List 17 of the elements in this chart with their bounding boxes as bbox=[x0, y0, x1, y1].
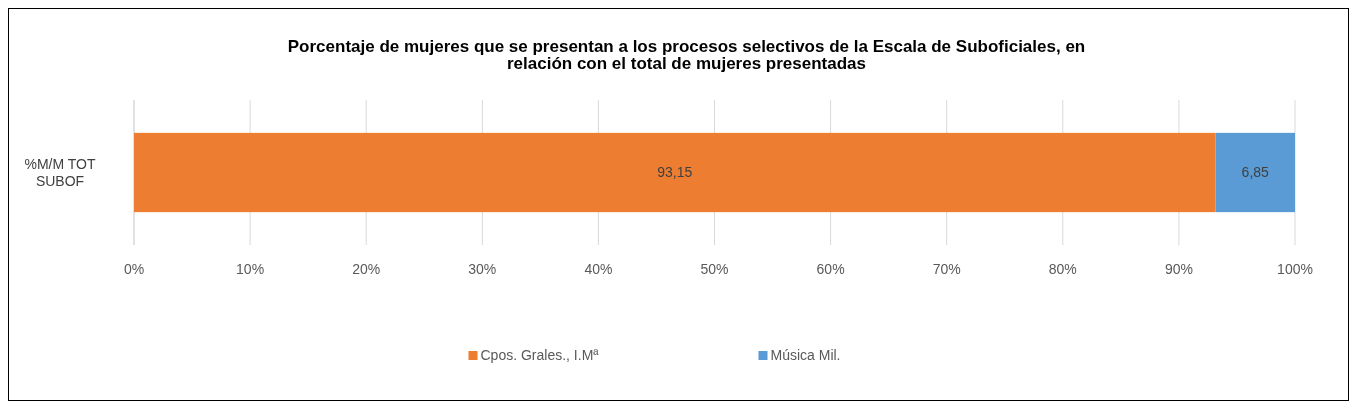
x-tick-label: 60% bbox=[816, 261, 845, 277]
x-tick-label: 30% bbox=[468, 261, 497, 277]
legend-label: Cpos. Grales., I.Mª bbox=[480, 347, 600, 363]
x-tick-label: 10% bbox=[236, 261, 265, 277]
x-tick-label: 40% bbox=[584, 261, 613, 277]
x-tick-label: 90% bbox=[1164, 261, 1193, 277]
chart-title: Porcentaje de mujeres que se presentan a los procesos selectivos de la Escala de Suboficiales, en relación con el total de mujeres presentadas bbox=[287, 37, 1086, 73]
legend-label: Música Mil. bbox=[770, 347, 841, 363]
data-label: 93,15 bbox=[657, 164, 693, 181]
x-tick-label: 70% bbox=[932, 261, 961, 277]
y-tick-label: %M/M TOT SUBOF bbox=[24, 156, 96, 189]
x-tick-label: 20% bbox=[352, 261, 381, 277]
x-tick-label: 80% bbox=[1048, 261, 1077, 277]
x-tick-label: 50% bbox=[700, 261, 729, 277]
x-tick-label: 100% bbox=[1277, 261, 1313, 277]
x-tick-label: 0% bbox=[123, 261, 145, 277]
data-label: 6,85 bbox=[1241, 164, 1270, 181]
